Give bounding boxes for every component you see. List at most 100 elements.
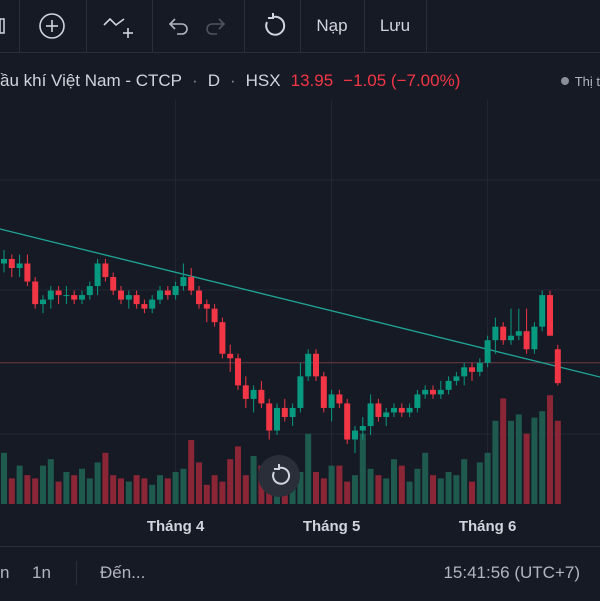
market-status: Thị t (561, 66, 600, 96)
candle-body (188, 277, 194, 291)
volume-bar (305, 434, 311, 504)
goto-date-button[interactable]: Đến... (100, 563, 145, 583)
candle-body (383, 412, 389, 417)
save-button[interactable]: Lưu (366, 0, 424, 52)
candle-body (258, 390, 264, 404)
candle-body (336, 394, 342, 403)
candle-body (212, 309, 218, 323)
header-separator: · (230, 71, 236, 91)
volume-bar (71, 475, 77, 504)
candlestick-chart[interactable] (0, 52, 600, 512)
volume-bar (63, 472, 69, 504)
candle-body (508, 336, 514, 341)
volume-bar (438, 478, 444, 504)
volume-bar (539, 411, 545, 504)
price-change: −1.05 (−7.00%) (343, 71, 460, 91)
candle-body (165, 291, 171, 296)
candle-body (485, 340, 491, 363)
candle-body (110, 277, 116, 291)
candle-body (24, 263, 30, 281)
volume-bar (149, 485, 155, 504)
volume-bar (399, 466, 405, 504)
candle-body (173, 286, 179, 295)
interval-label[interactable]: D (208, 71, 220, 91)
candle-body (344, 403, 350, 439)
bracket-icon[interactable] (0, 0, 14, 52)
reload-icon[interactable] (250, 0, 296, 52)
volume-bar (87, 478, 93, 504)
symbol-name[interactable]: ầu khí Việt Nam - CTCP (0, 71, 182, 91)
toolbar-divider (86, 0, 87, 52)
clock-display[interactable]: 15:41:56 (UTC+7) (443, 563, 580, 583)
volume-bar (102, 453, 108, 504)
volume-bar (500, 398, 506, 504)
candle-body (297, 376, 303, 408)
undo-icon[interactable] (160, 0, 196, 52)
candle-body (360, 426, 366, 431)
volume-bar (446, 472, 452, 504)
volume-bar (407, 482, 413, 504)
candle-body (492, 327, 498, 341)
candle-body (305, 354, 311, 377)
volume-bar (336, 466, 342, 504)
candle-body (126, 295, 132, 300)
reset-chart-button[interactable] (258, 455, 300, 497)
load-button[interactable]: Nạp (302, 0, 362, 52)
volume-bar (188, 440, 194, 504)
x-tick-label: Tháng 4 (147, 518, 205, 535)
volume-bar (251, 456, 257, 504)
bottom-bar: n 1n Đến... 15:41:56 (UTC+7) (0, 546, 600, 601)
candle-body (461, 367, 467, 376)
candle-body (453, 376, 459, 381)
volume-bar (157, 475, 163, 504)
trend-line (0, 229, 600, 377)
exchange-label: HSX (246, 71, 281, 91)
candle-body (71, 295, 77, 300)
range-button-partial[interactable]: n (0, 563, 9, 583)
candle-body (313, 354, 319, 377)
candle-body (274, 408, 280, 431)
candle-body (555, 349, 561, 383)
candle-body (329, 394, 335, 408)
candle-body (40, 300, 46, 305)
candle-body (266, 403, 272, 430)
candle-body (48, 291, 54, 300)
bottom-divider (76, 561, 77, 585)
volume-bar (48, 459, 54, 504)
volume-bar (344, 482, 350, 504)
toolbar-divider (426, 0, 427, 52)
candle-body (524, 331, 530, 349)
volume-bar (165, 478, 171, 504)
candle-body (251, 390, 257, 399)
volume-bar (368, 469, 374, 504)
volume-bar (469, 482, 475, 504)
candle-body (180, 277, 186, 286)
candle-body (539, 295, 545, 327)
volume-bar (196, 462, 202, 504)
volume-bar (329, 466, 335, 504)
candle-body (290, 408, 296, 417)
candle-body (516, 331, 522, 336)
range-button-1n[interactable]: 1n (32, 563, 51, 583)
candle-body (531, 327, 537, 350)
toolbar-divider (364, 0, 365, 52)
candle-body (219, 322, 225, 354)
volume-bar (235, 446, 241, 504)
volume-bar (352, 475, 358, 504)
compare-icon[interactable] (94, 0, 142, 52)
volume-bar (453, 475, 459, 504)
add-indicator-icon[interactable] (28, 0, 76, 52)
volume-bar (110, 475, 116, 504)
volume-bar (375, 475, 381, 504)
volume-bar (56, 482, 62, 504)
volume-bar (126, 482, 132, 504)
candle-body (430, 390, 436, 395)
top-toolbar: Nạp Lưu (0, 0, 600, 53)
candle-body (235, 358, 241, 385)
volume-bar (219, 482, 225, 504)
volume-bar (516, 414, 522, 504)
candle-body (17, 263, 23, 268)
toolbar-divider (19, 0, 20, 52)
toolbar-divider (152, 0, 153, 52)
redo-icon[interactable] (198, 0, 234, 52)
